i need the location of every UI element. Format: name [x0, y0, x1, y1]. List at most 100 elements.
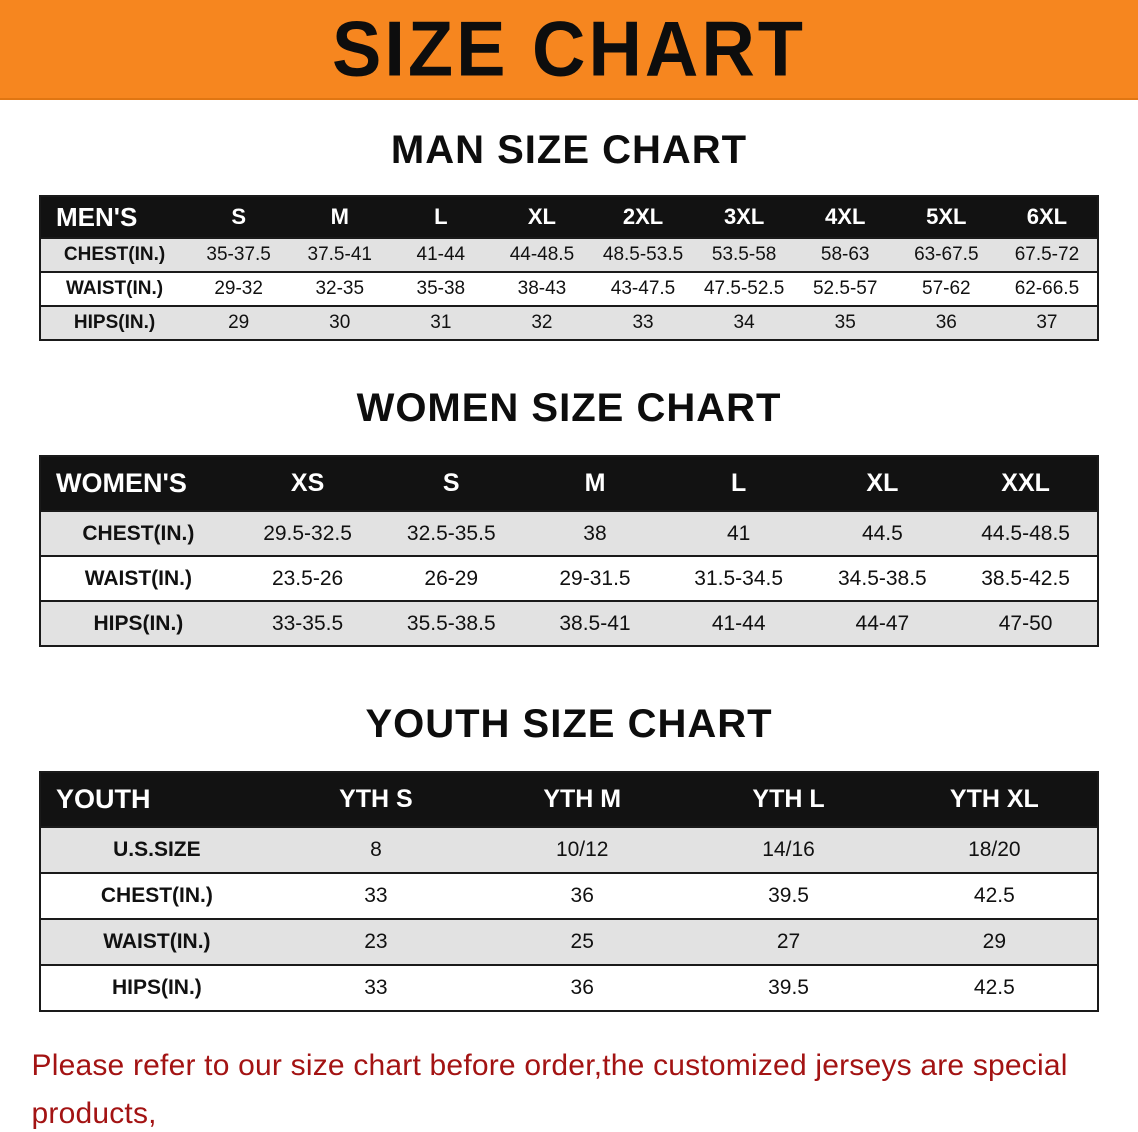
size-value-cell: 35.5-38.5: [406, 611, 496, 635]
size-value-cell: 23: [364, 930, 388, 953]
size-value-cell: 33: [364, 976, 388, 999]
measurement-row: CHEST(IN.) 35-37.5 37.5-41 41-44 44-48.5 48.5…: [40, 238, 1098, 272]
size-value-cell: 29-31.5: [559, 566, 631, 590]
size-column-header: XXL: [954, 456, 1098, 511]
row-label: HIPS(IN.): [93, 611, 184, 635]
row-label: CHEST(IN.): [82, 521, 195, 545]
size-value-cell: 35-37.5: [206, 244, 271, 265]
table-corner-label: WOMEN'S: [40, 456, 236, 511]
size-value-cell: 34.5-38.5: [838, 566, 927, 590]
size-value-cell: 39.5: [768, 884, 809, 907]
size-value-cell: 33-35.5: [271, 611, 344, 635]
size-column-header: 4XL: [794, 196, 896, 238]
measurement-row: CHEST(IN.) 29.5-32.5 32.5-35.5 38 41 44.5 44.5…: [40, 511, 1098, 556]
size-column-header: M: [523, 456, 667, 511]
row-label: CHEST(IN.): [63, 244, 166, 265]
size-value-cell: 25: [570, 930, 594, 953]
women-size-table: WOMEN'S XS S M L XL XXL CHEST(IN.) 29.5-32.5 32.5…: [39, 455, 1099, 647]
size-column-header: XL: [491, 196, 593, 238]
banner: SIZE CHART: [0, 0, 1138, 100]
size-value-cell: 53.5-58: [711, 244, 777, 265]
size-column-header: YTH L: [685, 772, 892, 827]
women-size-section: WOMEN SIZE CHART WOMEN'S XS S M L XL XXL CHEST(…: [0, 386, 1138, 647]
size-value-cell: 32.5-35.5: [406, 521, 496, 545]
size-value-cell: 67.5-72: [1014, 244, 1080, 265]
youth-section-heading: YOUTH SIZE CHART: [365, 702, 773, 746]
row-label: U.S.SIZE: [113, 838, 201, 861]
size-column-header: YTH S: [272, 772, 480, 827]
size-column-header: 5XL: [895, 196, 997, 238]
row-label: WAIST(IN.): [103, 930, 211, 953]
size-value-cell: 37.5-41: [307, 244, 372, 265]
size-value-cell: 31.5-34.5: [694, 566, 784, 590]
size-value-cell: 32: [531, 312, 553, 333]
size-value-cell: 38.5-42.5: [981, 566, 1070, 590]
size-value-cell: 27: [776, 930, 801, 953]
size-value-cell: 44.5: [861, 521, 903, 545]
size-value-cell: 44.5-48.5: [981, 521, 1070, 545]
size-column-header: 2XL: [592, 196, 694, 238]
size-column-header: YTH M: [479, 772, 686, 827]
row-label: HIPS(IN.): [73, 312, 156, 333]
size-value-cell: 62-66.5: [1014, 278, 1080, 299]
size-value-cell: 63-67.5: [914, 244, 979, 265]
size-value-cell: 33: [364, 884, 388, 907]
table-header-row: MEN'S S M L XL 2XL 3XL 4XL 5XL 6XL: [40, 196, 1098, 238]
size-value-cell: 30: [329, 312, 351, 333]
size-value-cell: 36: [935, 312, 957, 333]
size-column-header: L: [666, 456, 811, 511]
men-size-section: MAN SIZE CHART MEN'S S M L XL 2XL 3XL 4XL 5XL 6XL…: [0, 128, 1138, 341]
measurement-row: HIPS(IN.) 33 36 39.5 42.5: [40, 965, 1098, 1011]
youth-size-section: YOUTH SIZE CHART YOUTH YTH S YTH M YTH L YTH…: [0, 702, 1138, 1012]
size-value-cell: 44-47: [855, 611, 910, 635]
size-value-cell: 42.5: [973, 884, 1015, 907]
size-value-cell: 38.5-41: [559, 611, 631, 635]
size-value-cell: 33: [632, 312, 654, 333]
table-header-row: WOMEN'S XS S M L XL XXL: [40, 456, 1098, 511]
size-value-cell: 47.5-52.5: [703, 278, 785, 299]
size-value-cell: 43-47.5: [610, 278, 676, 299]
disclaimer-line-1: Please refer to our size chart before or…: [31, 1049, 1068, 1130]
size-value-cell: 10/12: [555, 838, 609, 861]
size-column-header: 3XL: [693, 196, 795, 238]
size-column-header: XL: [810, 456, 955, 511]
size-value-cell: 41-44: [711, 611, 766, 635]
size-value-cell: 18/20: [968, 838, 1021, 861]
table-header-row: YOUTH YTH S YTH M YTH L YTH XL: [40, 772, 1098, 827]
size-value-cell: 44-48.5: [509, 244, 575, 265]
row-label: WAIST(IN.): [66, 278, 164, 299]
size-value-cell: 42.5: [973, 976, 1015, 999]
size-value-cell: 36: [570, 884, 594, 907]
size-value-cell: 26-29: [424, 566, 479, 590]
size-value-cell: 57-62: [922, 278, 971, 299]
size-column-header: YTH XL: [891, 772, 1098, 827]
size-column-header: XS: [235, 456, 380, 511]
size-value-cell: 29.5-32.5: [263, 521, 352, 545]
size-value-cell: 48.5-53.5: [602, 244, 684, 265]
women-section-heading: WOMEN SIZE CHART: [356, 386, 782, 430]
size-value-cell: 38: [583, 521, 607, 545]
measurement-row: CHEST(IN.) 33 36 39.5 42.5: [40, 873, 1098, 919]
size-column-header: S: [188, 196, 290, 238]
size-value-cell: 39.5: [768, 976, 809, 999]
order-disclaimer: Please refer to our size chart before or…: [32, 1042, 1107, 1132]
size-value-cell: 34: [733, 312, 755, 333]
size-column-header: 6XL: [996, 196, 1098, 238]
size-value-cell: 47-50: [998, 611, 1053, 635]
size-value-cell: 52.5-57: [812, 278, 878, 299]
size-column-header: M: [289, 196, 391, 238]
size-value-cell: 37: [1036, 312, 1058, 333]
size-column-header: S: [379, 456, 524, 511]
size-value-cell: 23.5-26: [271, 566, 344, 590]
size-value-cell: 41-44: [416, 244, 466, 265]
size-value-cell: 36: [570, 976, 594, 999]
size-value-cell: 32-35: [315, 278, 365, 299]
size-value-cell: 29: [982, 930, 1007, 953]
measurement-row: WAIST(IN.) 23.5-26 26-29 29-31.5 31.5-34.5 34…: [40, 556, 1098, 601]
table-corner-label: MEN'S: [40, 196, 189, 238]
size-value-cell: 14/16: [762, 838, 815, 861]
size-value-cell: 8: [370, 838, 382, 861]
measurement-row: HIPS(IN.) 29 30 31 32 33 34 35 36 37: [40, 306, 1098, 340]
measurement-row: WAIST(IN.) 23 25 27 29: [40, 919, 1098, 965]
size-value-cell: 29: [228, 312, 250, 333]
